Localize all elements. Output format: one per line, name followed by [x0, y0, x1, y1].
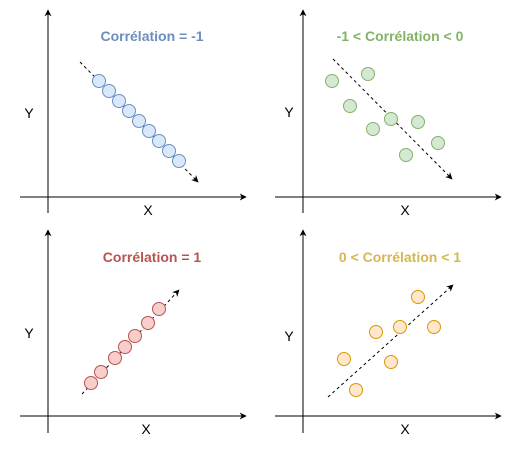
data-point: [411, 115, 425, 129]
data-point: [142, 124, 156, 138]
data-point: [102, 84, 116, 98]
y-axis-label: Y: [24, 325, 34, 341]
data-point: [132, 114, 146, 128]
data-point: [411, 290, 425, 304]
data-point: [118, 340, 132, 354]
data-point: [369, 325, 383, 339]
data-point: [141, 316, 155, 330]
data-point: [343, 99, 357, 113]
panel-title: -1 < Corrélation < 0: [337, 28, 464, 44]
data-point: [112, 94, 126, 108]
data-point: [427, 320, 441, 334]
panel-positive-perfect: Corrélation = 1 X Y: [20, 229, 247, 437]
data-point: [366, 122, 380, 136]
data-point: [108, 351, 122, 365]
data-point: [94, 365, 108, 379]
data-point: [349, 383, 363, 397]
data-point: [384, 112, 398, 126]
data-point: [162, 144, 176, 158]
x-axis-label: X: [400, 421, 410, 437]
data-point: [92, 74, 106, 88]
panel-title: Corrélation = 1: [103, 249, 202, 265]
data-point: [384, 355, 398, 369]
data-point: [361, 67, 375, 81]
panel-title: 0 < Corrélation < 1: [339, 249, 461, 265]
panel-negative-perfect: Corrélation = -1 X Y: [20, 9, 247, 218]
data-point: [122, 104, 136, 118]
data-point: [172, 154, 186, 168]
y-axis-label: Y: [284, 328, 294, 344]
data-point: [152, 134, 166, 148]
y-axis-label: Y: [284, 104, 294, 120]
x-axis-label: X: [141, 421, 151, 437]
data-point: [393, 320, 407, 334]
panel-title: Corrélation = -1: [100, 28, 203, 44]
y-axis-label: Y: [24, 105, 34, 121]
x-axis-label: X: [400, 202, 410, 218]
panel-positive-partial: 0 < Corrélation < 1 X Y: [275, 229, 502, 437]
x-axis-label: X: [143, 202, 153, 218]
panel-negative-partial: -1 < Corrélation < 0 X Y: [275, 9, 502, 218]
data-point: [128, 329, 142, 343]
trend-arrow: [327, 284, 454, 398]
data-point: [152, 302, 166, 316]
data-point: [325, 74, 339, 88]
data-point: [84, 376, 98, 390]
data-point: [337, 352, 351, 366]
data-point: [399, 148, 413, 162]
data-point: [431, 136, 445, 150]
